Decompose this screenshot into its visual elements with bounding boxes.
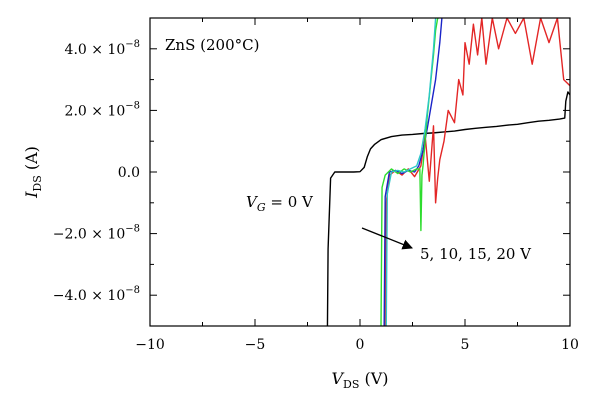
x-axis-label: VDS (V) — [331, 369, 388, 391]
x-tick-label: 10 — [561, 337, 579, 353]
y-axis-label-sub: DS — [31, 175, 44, 191]
vg0-annotation-rest: = 0 V — [266, 193, 314, 211]
vg-arrow — [361, 227, 413, 250]
x-tick-label: −5 — [245, 337, 266, 353]
series-line-1 — [384, 18, 570, 326]
y-axis-ticks: 4.0 × 10−8 2.0 × 10−8 0.0 −2.0 × 10−8 −4.0 ×… — [53, 17, 570, 327]
x-tick-label: 5 — [461, 337, 470, 353]
y-tick-label: 4.0 × 10−8 — [65, 39, 140, 58]
y-tick-label: 2.0 × 10−8 — [65, 100, 140, 119]
x-tick-label: 0 — [356, 337, 365, 353]
y-tick-label: 0.0 — [118, 165, 140, 181]
vg0-annotation: VG = 0 V — [246, 193, 314, 214]
material-annotation: ZnS (200°C) — [165, 36, 259, 54]
y-tick-label: −4.0 × 10−8 — [53, 285, 140, 304]
series-line-4 — [385, 18, 437, 326]
vg0-annotation-sub: G — [257, 201, 266, 214]
x-axis-label-unit: (V) — [359, 369, 388, 388]
y-axis-label: IDS (A) — [22, 146, 44, 199]
x-axis-ticks: −10 −5 0 5 10 — [135, 18, 579, 353]
vg0-annotation-main: V — [246, 193, 259, 211]
series-layer — [326, 18, 570, 326]
x-axis-label-sub: DS — [343, 378, 359, 391]
y-axis-label-main: I — [22, 191, 41, 199]
series-line-0 — [326, 91, 570, 326]
x-axis-label-main: V — [331, 369, 344, 388]
x-tick-label: −10 — [135, 337, 165, 353]
y-axis-label-unit: (A) — [22, 146, 41, 175]
y-tick-label: −2.0 × 10−8 — [53, 224, 140, 243]
vg-list-annotation: 5, 10, 15, 20 V — [420, 245, 532, 263]
